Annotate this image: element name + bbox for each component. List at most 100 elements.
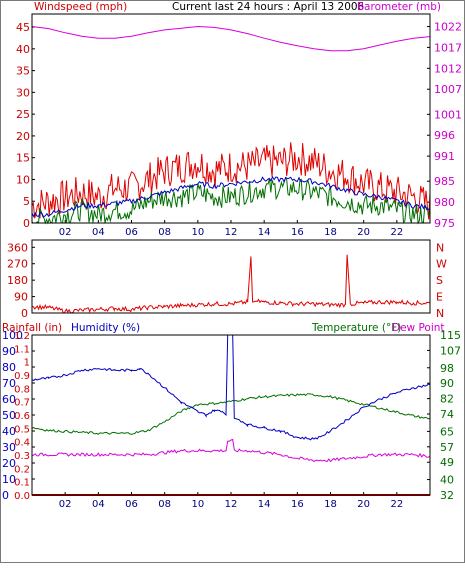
panel1-x-tick-label: 02 <box>59 227 72 238</box>
rainfall-tick-label: 0.9 <box>14 371 30 382</box>
windspeed-tick-label: 45 <box>16 21 30 34</box>
temperature-tick-label: 107 <box>440 344 461 357</box>
panel3-x-tick-label: 20 <box>357 499 370 510</box>
compass-label: N <box>436 307 444 320</box>
panel3-frame <box>31 334 431 496</box>
panel3-x-tick-label: 06 <box>125 499 138 510</box>
compass-label: W <box>436 258 447 271</box>
windspeed-tick-label: 40 <box>16 43 30 56</box>
panel3-x-tick-label: 10 <box>191 499 204 510</box>
panel2-series <box>32 254 431 314</box>
rainfall-tick-label: 0.7 <box>14 398 30 409</box>
humidity-line <box>31 334 431 441</box>
barometer-tick-label: 980 <box>434 196 455 209</box>
humidity-tick-label: 70 <box>2 377 16 390</box>
humidity-tick-label: 0 <box>2 489 9 502</box>
windspeed-tick-label: 5 <box>23 195 30 208</box>
wind-direction-line <box>32 254 431 314</box>
panel3-x-tick-label: 04 <box>92 499 105 510</box>
panel3-x-tick-label: 16 <box>291 499 304 510</box>
rainfall-tick-label: 0.2 <box>14 464 30 475</box>
panel1-x-tick-label: 08 <box>158 227 171 238</box>
direction-tick-label: 0 <box>21 307 28 320</box>
panel1-x-tick-label: 14 <box>258 227 271 238</box>
panel2-frame <box>31 239 431 314</box>
barometer-tick-label: 1001 <box>434 108 462 121</box>
barometer-tick-label: 1007 <box>434 83 462 96</box>
barometer-tick-label: 996 <box>434 129 455 142</box>
temperature-axis-title: Temperature (°F) <box>311 322 401 334</box>
rainfall-tick-label: 1.1 <box>14 344 30 355</box>
rainfall-tick-label: 1 <box>24 358 30 369</box>
windspeed-axis-title: Windspeed (mph) <box>34 1 127 13</box>
humidity-tick-label: 10 <box>2 473 16 486</box>
barometer-tick-label: 1012 <box>434 62 462 75</box>
direction-tick-label: 90 <box>14 291 28 304</box>
dew-point-axis-title: Dew Point <box>392 322 445 334</box>
dew-point-line <box>31 438 431 463</box>
rainfall-tick-label: 0.4 <box>14 438 30 449</box>
barometer-axis-title: Barometer (mb) <box>357 1 441 13</box>
temperature-tick-label: 57 <box>440 441 454 454</box>
panel1-x-tick-label: 18 <box>324 227 337 238</box>
rainfall-axis-title: Rainfall (in) <box>2 322 62 334</box>
rainfall-tick-label: 0.8 <box>14 384 30 395</box>
panel3-ticks: 0 10 20 30 40 50 60 70 80 90 100 0.0 0.1 0.2 0.3 0.4 0.5… <box>2 329 461 510</box>
panel1-x-tick-label: 20 <box>357 227 370 238</box>
temperature-tick-label: 65 <box>440 425 454 438</box>
humidity-tick-label: 60 <box>2 393 16 406</box>
wind-average-line <box>31 175 431 218</box>
rainfall-tick-label: 0.0 <box>14 491 30 502</box>
temperature-tick-label: 82 <box>440 393 454 406</box>
panel1-x-tick-label: 12 <box>225 227 238 238</box>
wind-gust-line <box>31 142 431 220</box>
barometer-tick-label: 1017 <box>434 41 462 54</box>
panel3-x-tick-label: 22 <box>390 499 403 510</box>
panel1-x-tick-label: 06 <box>125 227 138 238</box>
temperature-tick-label: 74 <box>440 408 454 421</box>
rainfall-tick-label: 0.6 <box>14 411 30 422</box>
humidity-tick-label: 100 <box>2 329 23 342</box>
compass-label: E <box>436 291 443 304</box>
windspeed-tick-label: 0 <box>23 217 30 230</box>
humidity-tick-label: 90 <box>2 345 16 358</box>
rainfall-tick-label: 0.5 <box>14 424 30 435</box>
direction-tick-label: 270 <box>7 258 28 271</box>
barometer-tick-label: 991 <box>434 150 455 163</box>
panel1-x-tick-label: 04 <box>92 227 105 238</box>
panel3-x-tick-label: 14 <box>258 499 271 510</box>
panel1-series <box>31 25 431 225</box>
humidity-axis-title: Humidity (%) <box>71 322 140 334</box>
panel3-x-tick-label: 12 <box>225 499 238 510</box>
panel3-x-tick-label: 02 <box>59 499 72 510</box>
wind-speed-line <box>31 176 431 225</box>
humidity-tick-label: 30 <box>2 441 16 454</box>
windspeed-tick-label: 20 <box>16 130 30 143</box>
temperature-tick-label: 98 <box>440 362 454 375</box>
temperature-tick-label: 90 <box>440 377 454 390</box>
rainfall-tick-label: 1.2 <box>14 331 30 342</box>
panel3-x-tick-label: 08 <box>158 499 171 510</box>
windspeed-tick-label: 15 <box>16 152 30 165</box>
compass-label: S <box>436 274 443 287</box>
temperature-tick-label: 32 <box>440 489 454 502</box>
barometer-tick-label: 985 <box>434 175 455 188</box>
panel1-ticks: 0510152025303540459759809859919961001100… <box>16 21 462 238</box>
humidity-tick-label: 80 <box>2 361 16 374</box>
windspeed-tick-label: 25 <box>16 108 30 121</box>
temperature-tick-label: 49 <box>440 456 454 469</box>
temperature-line <box>31 393 431 436</box>
panel1-x-tick-label: 22 <box>390 227 403 238</box>
windspeed-tick-label: 10 <box>16 173 30 186</box>
temperature-tick-label: 115 <box>440 329 461 342</box>
barometer-tick-label: 975 <box>434 217 455 230</box>
barometer-tick-label: 1022 <box>434 21 462 34</box>
windspeed-tick-label: 30 <box>16 86 30 99</box>
panel1-x-tick-label: 10 <box>191 227 204 238</box>
rainfall-tick-label: 0.3 <box>14 451 30 462</box>
direction-tick-label: 360 <box>7 241 28 254</box>
